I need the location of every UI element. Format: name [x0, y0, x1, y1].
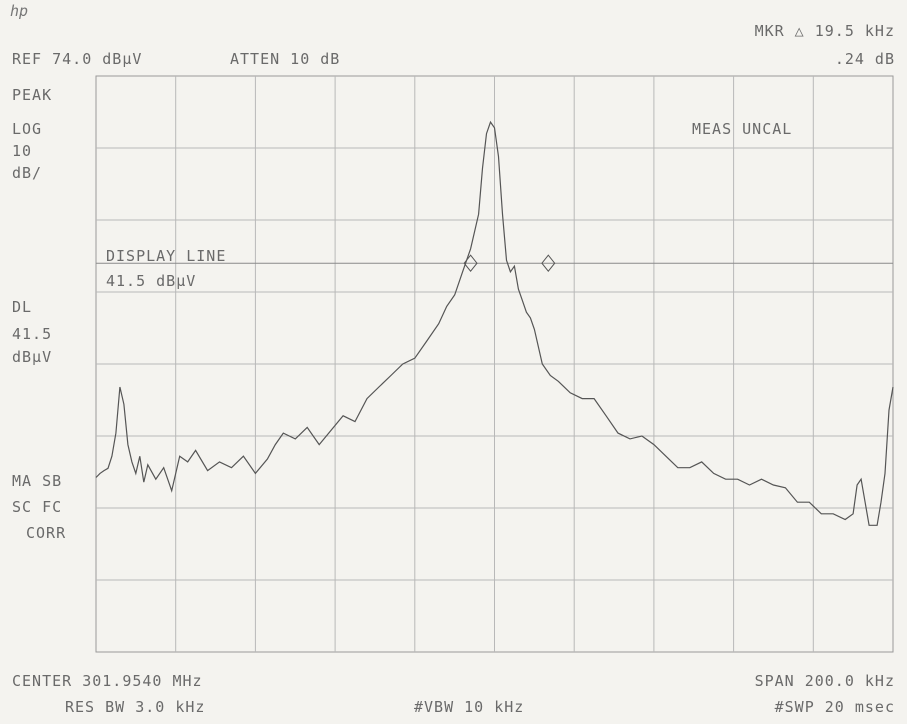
display-line-value-text: 41.5 dBμV	[106, 272, 197, 290]
center-freq-text: CENTER 301.9540 MHz	[12, 672, 203, 690]
corr-text: CORR	[26, 524, 67, 542]
dl-label-text: DL	[12, 298, 33, 316]
span-text: SPAN 200.0 kHz	[754, 672, 895, 690]
res-bw-text: RES BW 3.0 kHz	[65, 698, 206, 716]
detector-mode-text: PEAK	[12, 86, 53, 104]
vbw-text: #VBW 10 kHz	[414, 698, 525, 716]
marker-delta-text: MKR △ 19.5 kHz	[754, 22, 895, 40]
ref-level-text: REF 74.0 dBμV	[12, 50, 143, 68]
scale-type-text: LOG	[12, 120, 43, 138]
hp-logo: hp	[10, 2, 29, 20]
sc-fc-text: SC FC	[12, 498, 63, 516]
ma-sb-text: MA SB	[12, 472, 63, 490]
marker-group	[463, 254, 556, 273]
display-line-title-text: DISPLAY LINE	[106, 247, 227, 265]
plot-grid	[96, 76, 893, 652]
meas-uncal-text: MEAS UNCAL	[692, 120, 793, 138]
dl-value-text: 41.5	[12, 325, 53, 343]
scale-value-text: 10	[12, 142, 33, 160]
marker-diamond-1	[463, 254, 478, 273]
spectrum-trace	[95, 120, 894, 526]
scale-unit-text: dB/	[12, 164, 43, 182]
marker-diamond-2	[541, 254, 556, 273]
dl-unit-text: dBμV	[12, 348, 53, 366]
sweep-time-text: #SWP 20 msec	[774, 698, 895, 716]
atten-text: ATTEN 10 dB	[230, 50, 341, 68]
marker-value-text: .24 dB	[834, 50, 895, 68]
